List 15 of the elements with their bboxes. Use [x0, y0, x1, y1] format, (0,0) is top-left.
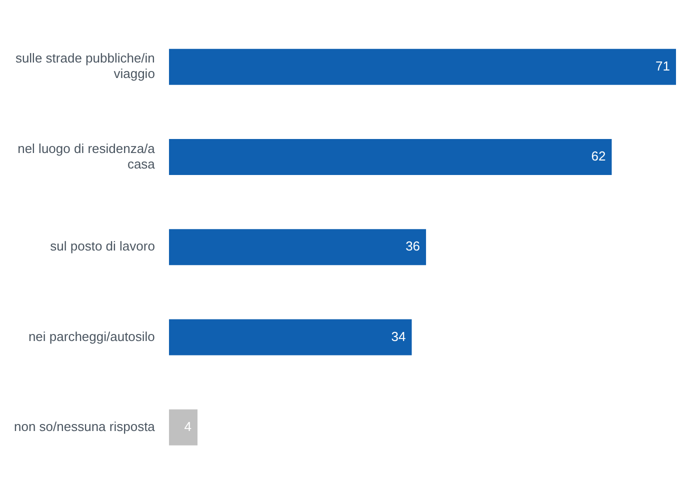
- data-label: 4: [184, 418, 192, 434]
- bar: [168, 409, 198, 446]
- data-label: 62: [591, 148, 606, 164]
- bar: [168, 48, 676, 85]
- data-label: 36: [406, 238, 420, 254]
- bar: [168, 229, 426, 266]
- y-tick-label: nel luogo di residenza/a casa: [18, 140, 156, 172]
- bar: [168, 138, 612, 176]
- y-tick-label: non so/nessuna risposta: [14, 418, 156, 434]
- y-tick-label: nei parcheggi/autosilo: [28, 328, 155, 344]
- data-label: 34: [391, 328, 406, 344]
- y-tick-label: sulle strade pubbliche/in viaggio: [15, 50, 155, 82]
- data-label: 71: [656, 58, 670, 74]
- bar: [168, 319, 412, 356]
- y-tick-label: sul posto di lavoro: [50, 238, 155, 254]
